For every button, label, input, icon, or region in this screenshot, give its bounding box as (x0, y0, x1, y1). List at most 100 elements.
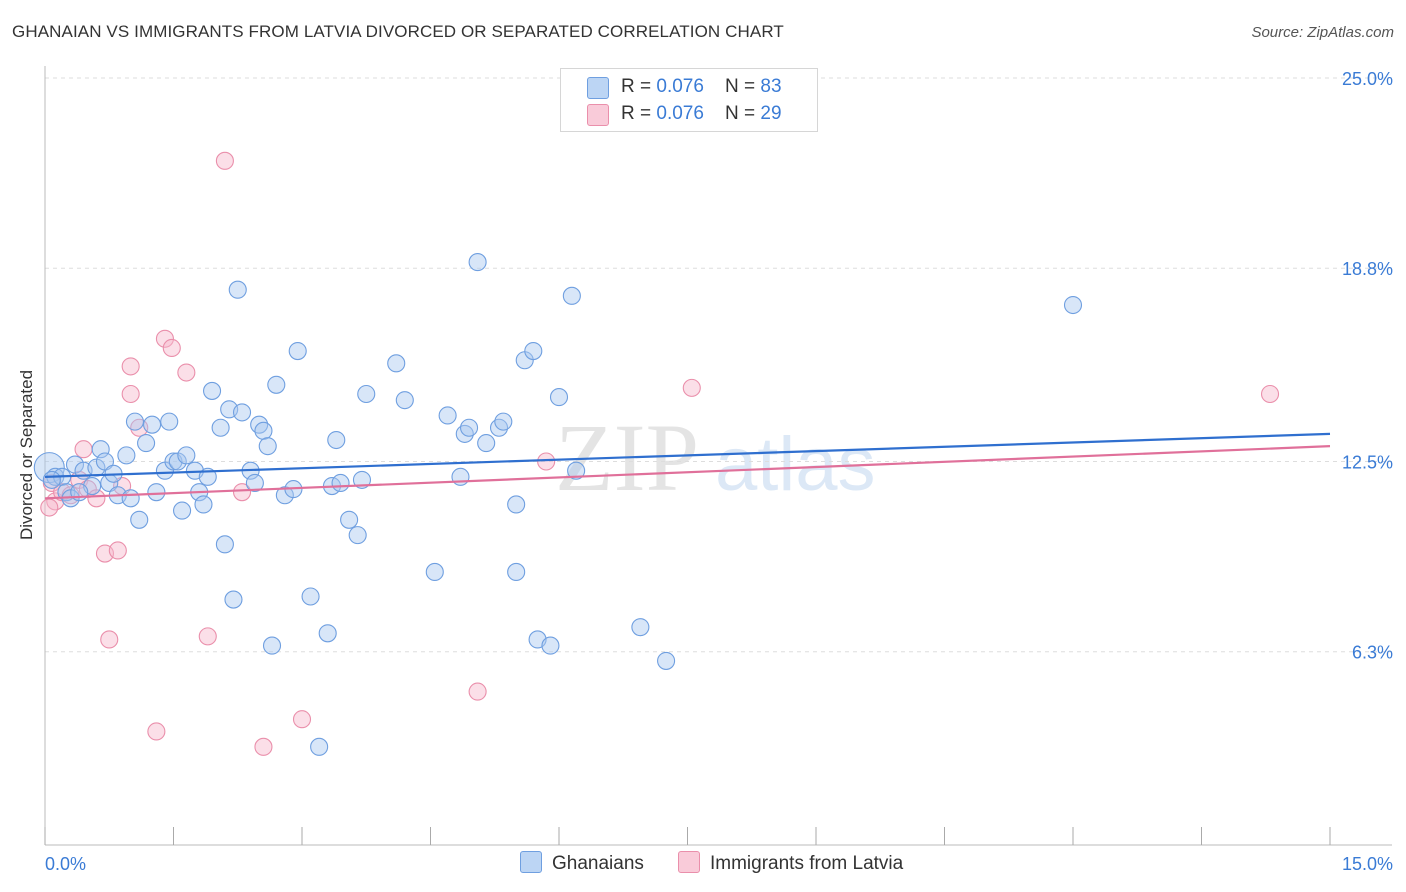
data-point-ghanaians (215, 535, 234, 554)
legend-n-label: N = (725, 76, 761, 97)
data-point-ghanaians (425, 562, 444, 581)
data-point-ghanaians (352, 470, 372, 489)
watermark-atlas: atlas (715, 422, 876, 507)
data-point-ghanaians (147, 483, 166, 502)
data-point-ghanaians (549, 388, 569, 407)
trend-line-latvia (44, 445, 1331, 500)
data-point-ghanaians (143, 415, 162, 434)
data-point-latvia (121, 384, 140, 404)
data-point-latvia (468, 682, 487, 701)
data-point-ghanaians (121, 489, 140, 508)
bottom-legend-ghanaians: Ghanaians (520, 851, 644, 875)
legend-n-label: N = (725, 103, 761, 124)
legend-r-value: 0.076 (656, 76, 704, 97)
data-point-ghanaians (211, 418, 230, 437)
bottom-swatch-blue (520, 851, 542, 873)
bottom-swatch-pink (678, 851, 700, 873)
data-point-latvia (177, 363, 196, 382)
data-point-ghanaians (541, 636, 560, 655)
data-point-ghanaians (301, 587, 320, 606)
x-tick-label: 0.0% (45, 854, 86, 874)
x-tick-label: 15.0% (1342, 854, 1393, 874)
data-point-ghanaians (318, 624, 337, 643)
data-point-ghanaians (327, 430, 346, 450)
data-point-ghanaians (232, 403, 252, 422)
data-point-ghanaians (173, 501, 192, 520)
data-point-ghanaians (567, 461, 586, 480)
data-point-ghanaians (395, 391, 414, 410)
data-point-ghanaians (1063, 295, 1083, 315)
data-point-ghanaians (494, 412, 513, 431)
data-point-ghanaians (331, 473, 350, 493)
data-point-latvia (292, 710, 312, 729)
legend-n-value: 83 (760, 76, 782, 97)
y-axis-label: Divorced or Separated (17, 369, 36, 541)
y-tick-label: 6.3% (1352, 643, 1393, 663)
data-point-ghanaians (262, 636, 282, 655)
data-point-latvia (155, 329, 174, 348)
data-point-latvia (108, 541, 127, 560)
data-point-ghanaians (387, 354, 406, 373)
legend-r-label: R = (621, 76, 657, 97)
data-point-ghanaians (631, 618, 650, 637)
legend-r-value: 0.076 (656, 103, 704, 124)
gridlines (45, 77, 1392, 653)
data-point-latvia (40, 498, 59, 517)
data-point-ghanaians (160, 412, 179, 431)
legend-swatch-blue (587, 77, 609, 99)
source-credit: Source: ZipAtlas.com (1251, 24, 1394, 41)
data-point-ghanaians (137, 434, 156, 453)
data-point-ghanaians (477, 434, 496, 453)
data-point-ghanaians (117, 446, 136, 465)
data-point-ghanaians (224, 590, 243, 609)
data-point-latvia (537, 452, 556, 471)
axes (44, 66, 1392, 846)
data-point-latvia (232, 483, 252, 502)
data-point-latvia (682, 378, 701, 397)
data-point-ghanaians (507, 495, 526, 514)
data-point-latvia (100, 630, 119, 649)
data-point-ghanaians (468, 253, 487, 272)
chart-title: GHANAIAN VS IMMIGRANTS FROM LATVIA DIVOR… (12, 22, 784, 41)
data-point-ghanaians (254, 421, 273, 440)
data-point-ghanaians (245, 473, 264, 493)
legend-swatch-pink (587, 104, 609, 126)
data-point-ghanaians (95, 452, 115, 471)
data-point-ghanaians (130, 510, 149, 529)
data-point-latvia (254, 737, 273, 756)
data-point-ghanaians (310, 737, 329, 756)
data-point-ghanaians (562, 286, 581, 305)
data-point-ghanaians (42, 470, 61, 489)
legend-r-label: R = (621, 103, 657, 124)
data-point-latvia (198, 627, 217, 646)
data-point-ghanaians (340, 510, 359, 529)
watermark: ZIP atlas (555, 404, 876, 511)
data-point-ghanaians (524, 342, 543, 361)
data-point-ghanaians (288, 342, 307, 361)
bottom-legend-latvia: Immigrants from Latvia (678, 851, 903, 875)
data-point-ghanaians (459, 418, 479, 437)
data-point-ghanaians (194, 495, 213, 514)
tick-labels: 6.3% 12.5% 18.8% 25.0% 0.0% 15.0% (45, 69, 1393, 874)
y-tick-label: 25.0% (1342, 69, 1393, 89)
data-point-ghanaians (507, 562, 526, 581)
stats-legend: R = 0.076 N = 83 R = 0.076 N = 29 (560, 68, 818, 132)
data-point-ghanaians (125, 412, 144, 431)
data-point-ghanaians (228, 280, 247, 299)
bottom-legend-label: Ghanaians (552, 853, 644, 874)
data-point-latvia (1260, 384, 1280, 404)
trend-lines (44, 432, 1331, 500)
data-point-ghanaians (258, 437, 277, 456)
data-point-latvia (215, 151, 234, 170)
bottom-legend-label: Immigrants from Latvia (710, 853, 904, 874)
y-tick-label: 12.5% (1342, 453, 1393, 473)
data-point-ghanaians (267, 375, 286, 394)
data-point-ghanaians (348, 526, 367, 545)
trend-line-ghanaians (44, 432, 1331, 478)
data-point-ghanaians (357, 384, 376, 404)
legend-n-value: 29 (760, 103, 782, 124)
data-point-latvia (162, 338, 181, 358)
data-point-ghanaians (203, 381, 222, 400)
data-point-ghanaians (177, 446, 196, 465)
